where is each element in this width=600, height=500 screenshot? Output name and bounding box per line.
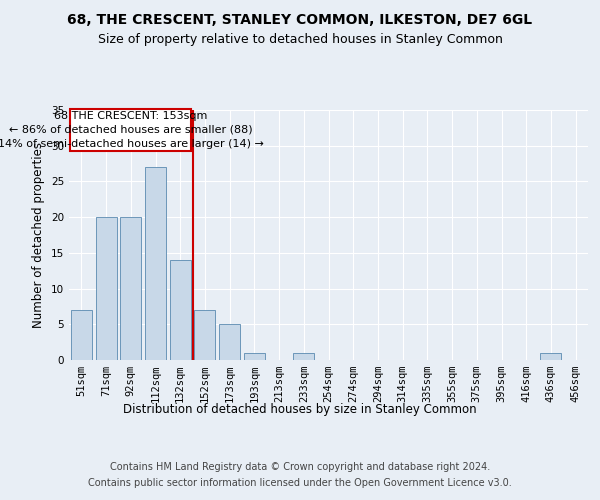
Text: 68 THE CRESCENT: 153sqm: 68 THE CRESCENT: 153sqm bbox=[54, 110, 208, 120]
Text: Distribution of detached houses by size in Stanley Common: Distribution of detached houses by size … bbox=[123, 402, 477, 415]
Bar bbox=[71, 310, 92, 360]
Bar bbox=[194, 310, 215, 360]
Text: Contains public sector information licensed under the Open Government Licence v3: Contains public sector information licen… bbox=[88, 478, 512, 488]
Text: Contains HM Land Registry data © Crown copyright and database right 2024.: Contains HM Land Registry data © Crown c… bbox=[110, 462, 490, 472]
Bar bbox=[244, 353, 265, 360]
Bar bbox=[170, 260, 191, 360]
Bar bbox=[541, 353, 562, 360]
Bar bbox=[145, 167, 166, 360]
Bar bbox=[219, 324, 240, 360]
Bar bbox=[293, 353, 314, 360]
Text: Size of property relative to detached houses in Stanley Common: Size of property relative to detached ho… bbox=[98, 32, 502, 46]
Y-axis label: Number of detached properties: Number of detached properties bbox=[32, 142, 46, 328]
Text: 14% of semi-detached houses are larger (14) →: 14% of semi-detached houses are larger (… bbox=[0, 140, 264, 149]
Bar bbox=[120, 217, 141, 360]
Text: 68, THE CRESCENT, STANLEY COMMON, ILKESTON, DE7 6GL: 68, THE CRESCENT, STANLEY COMMON, ILKEST… bbox=[67, 12, 533, 26]
Bar bbox=[95, 217, 116, 360]
FancyBboxPatch shape bbox=[70, 108, 191, 152]
Text: ← 86% of detached houses are smaller (88): ← 86% of detached houses are smaller (88… bbox=[9, 125, 253, 135]
